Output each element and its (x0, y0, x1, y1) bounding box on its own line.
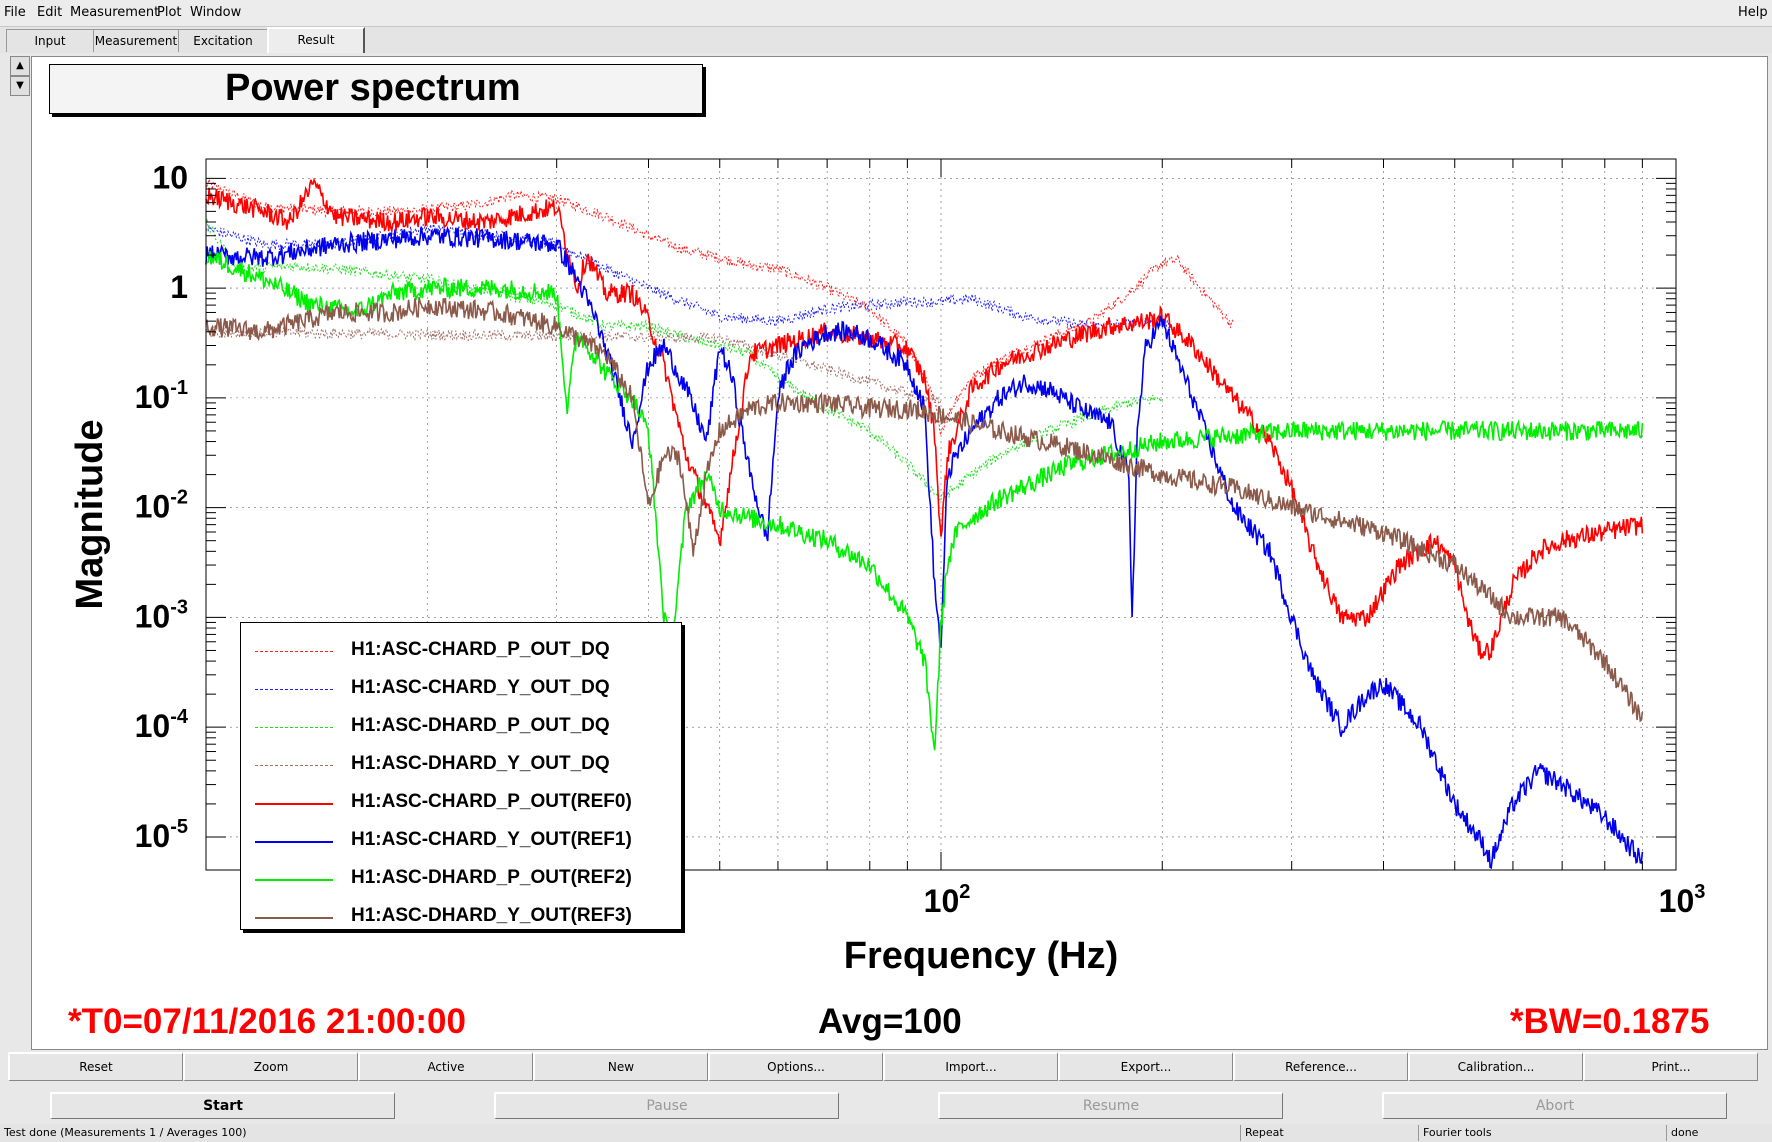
status-bar: Test done (Measurements 1 / Averages 100… (0, 1124, 1772, 1142)
legend[interactable]: H1:ASC-CHARD_P_OUT_DQ H1:ASC-CHARD_Y_OUT_… (240, 622, 682, 930)
legend-label: H1:ASC-CHARD_P_OUT_DQ (351, 639, 610, 660)
tab-measurement[interactable]: Measurement (93, 29, 179, 52)
y-tick-label: 10-5 (135, 816, 188, 854)
y-tick-label: 10 (152, 159, 188, 195)
calibration-button[interactable]: Calibration... (1408, 1052, 1583, 1081)
avg-label: Avg=100 (818, 1002, 962, 1041)
series-line (205, 223, 1179, 337)
new-button[interactable]: New (533, 1052, 708, 1081)
legend-entry[interactable]: H1:ASC-CHARD_P_OUT_DQ (241, 633, 681, 671)
legend-entry[interactable]: H1:ASC-CHARD_Y_OUT(REF1) (241, 823, 681, 861)
control-buttons: Start Pause Resume Abort (0, 1092, 1772, 1122)
reference-button[interactable]: Reference... (1233, 1052, 1408, 1081)
scroll-down-icon[interactable]: ▼ (10, 76, 30, 96)
reset-button[interactable]: Reset (8, 1052, 183, 1081)
options-button[interactable]: Options... (708, 1052, 883, 1081)
start-button[interactable]: Start (50, 1092, 395, 1119)
export-button[interactable]: Export... (1058, 1052, 1233, 1081)
bw-label: *BW=0.1875 (1510, 1002, 1710, 1041)
legend-label: H1:ASC-DHARD_Y_OUT_DQ (351, 753, 610, 774)
pad-scroll-buttons: ▲ ▼ (10, 56, 30, 96)
legend-swatch (255, 879, 333, 881)
legend-entry[interactable]: H1:ASC-CHARD_Y_OUT_DQ (241, 671, 681, 709)
status-mode: Repeat (1240, 1125, 1415, 1141)
power-spectrum-chart[interactable]: 10 1 10-1 10-2 10-3 10-4 10-5 102 103 Frequency (… (32, 57, 1767, 1049)
y-tick-label: 10-2 (135, 487, 188, 525)
legend-swatch (255, 765, 333, 766)
legend-label: H1:ASC-CHARD_Y_OUT(REF1) (351, 829, 632, 850)
t0-label: *T0=07/11/2016 21:00:00 (68, 1002, 466, 1041)
legend-entry[interactable]: H1:ASC-DHARD_P_OUT(REF2) (241, 861, 681, 899)
menu-edit[interactable]: Edit (37, 5, 63, 20)
plot-title: Power spectrum (225, 67, 521, 109)
status-tool: Fourier tools (1418, 1125, 1663, 1141)
menu-bar: File Edit Measurement Plot Window Help (0, 0, 1772, 27)
legend-entry[interactable]: H1:ASC-DHARD_P_OUT_DQ (241, 709, 681, 747)
pause-button[interactable]: Pause (494, 1092, 839, 1119)
legend-label: H1:ASC-DHARD_P_OUT_DQ (351, 715, 610, 736)
tab-excitation[interactable]: Excitation (178, 29, 268, 52)
menu-window[interactable]: Window (190, 5, 242, 20)
legend-swatch (255, 689, 333, 690)
import-button[interactable]: Import... (883, 1052, 1058, 1081)
tab-result[interactable]: Result (267, 27, 365, 53)
menu-plot[interactable]: Plot (157, 5, 182, 20)
plot-toolbar: Reset Zoom Active New Options... Import... Exp… (0, 1052, 1772, 1082)
y-tick-label: 1 (170, 269, 188, 305)
legend-label: H1:ASC-DHARD_P_OUT(REF2) (351, 867, 632, 888)
series-line (205, 177, 1644, 661)
y-tick-label: 10-4 (135, 706, 189, 744)
tab-bar: Input Measurement Excitation Result (0, 27, 1772, 53)
y-tick-label: 10-1 (135, 377, 188, 415)
series-line (205, 218, 1163, 503)
abort-button[interactable]: Abort (1382, 1092, 1727, 1119)
scroll-up-icon[interactable]: ▲ (10, 56, 30, 76)
active-button[interactable]: Active (358, 1052, 533, 1081)
legend-entry[interactable]: H1:ASC-DHARD_Y_OUT_DQ (241, 747, 681, 785)
legend-swatch (255, 841, 333, 843)
legend-swatch (255, 917, 333, 919)
legend-swatch (255, 803, 333, 805)
legend-label: H1:ASC-CHARD_Y_OUT_DQ (351, 677, 610, 698)
zoom-button[interactable]: Zoom (183, 1052, 358, 1081)
x-tick-label: 103 (1659, 881, 1706, 919)
legend-entry[interactable]: H1:ASC-CHARD_P_OUT(REF0) (241, 785, 681, 823)
tab-input[interactable]: Input (6, 29, 94, 52)
series-line (205, 326, 942, 406)
x-axis-title: Frequency (Hz) (844, 935, 1118, 977)
menu-measurement[interactable]: Measurement (70, 5, 160, 20)
resume-button[interactable]: Resume (938, 1092, 1283, 1119)
legend-swatch (255, 651, 333, 652)
y-tick-label: 10-3 (135, 596, 188, 634)
plot-title-box (49, 64, 703, 114)
legend-entry[interactable]: H1:ASC-DHARD_Y_OUT(REF3) (241, 899, 681, 937)
menu-file[interactable]: File (4, 5, 26, 20)
menu-help[interactable]: Help (1738, 5, 1768, 20)
legend-swatch (255, 727, 333, 728)
y-axis-title: Magnitude (69, 420, 111, 610)
legend-label: H1:ASC-DHARD_Y_OUT(REF3) (351, 905, 632, 926)
print-button[interactable]: Print... (1583, 1052, 1758, 1081)
legend-label: H1:ASC-CHARD_P_OUT(REF0) (351, 791, 632, 812)
series-line (205, 297, 1644, 723)
x-tick-label: 102 (924, 881, 971, 919)
status-message: Test done (Measurements 1 / Averages 100… (4, 1126, 247, 1139)
series-line (205, 251, 1644, 751)
status-state: done (1666, 1125, 1771, 1141)
